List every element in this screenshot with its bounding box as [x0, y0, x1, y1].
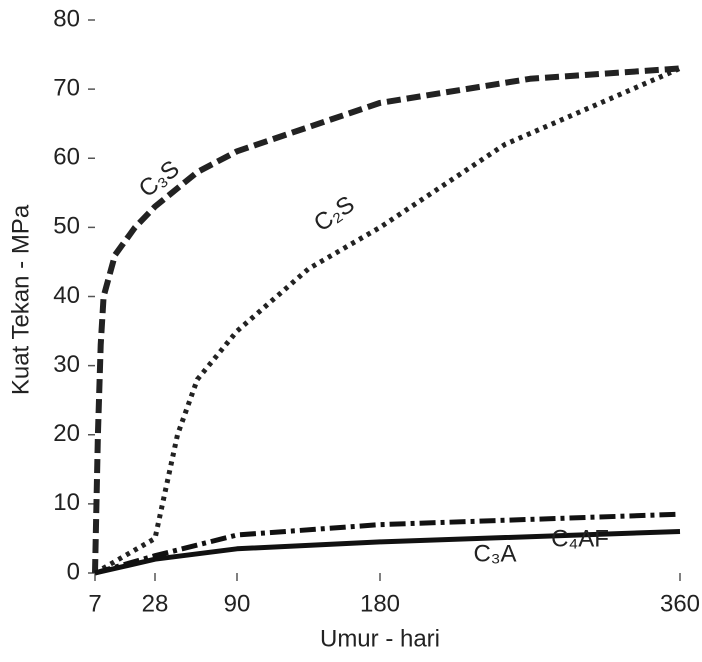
y-axis-label: Kuat Tekan - MPa [7, 204, 34, 395]
x-tick-label: 90 [224, 590, 251, 617]
series-line [94, 529, 681, 576]
y-tick-label: 20 [53, 420, 80, 447]
series-line [93, 66, 681, 576]
y-tick-label: 40 [53, 282, 80, 309]
series-line [92, 65, 681, 574]
x-tick-label: 180 [360, 590, 400, 617]
y-tick-label: 30 [53, 351, 80, 378]
series-label: C₄AF [551, 525, 609, 552]
y-tick-label: 10 [53, 489, 80, 516]
x-tick-label: 360 [660, 590, 700, 617]
y-tick-label: 0 [67, 558, 80, 585]
x-tick-label: 7 [88, 590, 101, 617]
series-label: C₃A [473, 540, 516, 567]
x-tick-label: 28 [142, 590, 169, 617]
series-label: C₂S [309, 191, 359, 238]
series-label: C₃S [134, 155, 185, 203]
y-tick-label: 60 [53, 144, 80, 171]
y-tick-label: 80 [53, 5, 80, 32]
y-tick-label: 50 [53, 213, 80, 240]
x-axis-label: Umur - hari [320, 625, 440, 652]
y-tick-label: 70 [53, 74, 80, 101]
